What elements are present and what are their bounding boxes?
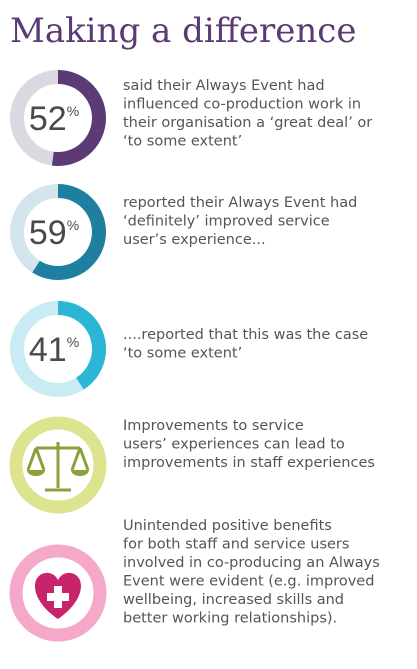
description-line: Event were evident (e.g. improved [123, 574, 374, 590]
percent-unit: % [67, 217, 79, 233]
donut-arc [32, 184, 106, 280]
percent-value: 59 [29, 214, 67, 252]
description-line: reported their Always Event had [123, 195, 357, 211]
description-line: said their Always Event had [123, 78, 325, 94]
description-line: wellbeing, increased skills and [123, 592, 344, 608]
percent-label: 59% [29, 214, 79, 252]
donut-arc [57, 301, 106, 390]
description-line: ‘definitely’ improved service [123, 214, 330, 230]
description-line: users’ experiences can lead to [123, 437, 345, 453]
description-line: for both staff and service users [123, 537, 349, 553]
description-line: Improvements to service [123, 418, 304, 434]
donut-arc [51, 70, 106, 166]
description-line: their organisation a ‘great deal’ or [123, 115, 372, 131]
description-line: influenced co-production work in [123, 97, 361, 113]
description-line: ....reported that this was the case [123, 327, 368, 343]
percent-label: 52% [29, 100, 79, 138]
description-line: improvements in staff experiences [123, 455, 375, 471]
description-line: ‘to some extent’ [123, 346, 242, 362]
description-line: involved in co-producing an Always [123, 555, 380, 571]
description-line: Unintended positive benefits [123, 518, 332, 534]
percent-label: 41% [29, 331, 79, 369]
description-line: user’s experience... [123, 232, 266, 248]
percent-value: 41 [29, 331, 67, 369]
title: Making a difference [10, 11, 356, 51]
percent-unit: % [67, 103, 79, 119]
scales-icon [9, 416, 107, 514]
percent-value: 52 [29, 100, 67, 138]
description-line: better working relationships). [123, 611, 337, 627]
heart-icon [9, 544, 107, 642]
description-line: ‘to some extent’ [123, 134, 242, 150]
percent-unit: % [67, 334, 79, 350]
